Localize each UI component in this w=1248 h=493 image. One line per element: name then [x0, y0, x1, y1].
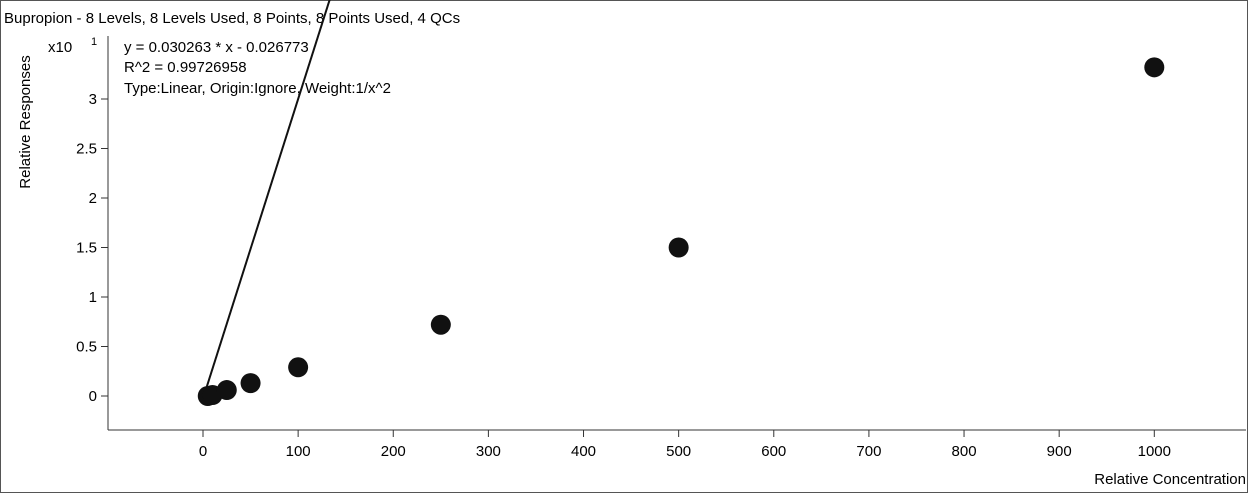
y-tick-label: 1.5: [76, 240, 97, 257]
x-tick-label: 700: [856, 443, 881, 460]
y-axis-label: Relative Responses: [17, 55, 34, 188]
y-multiplier: x10: [48, 39, 72, 56]
y-tick-label: 3: [89, 91, 97, 108]
calibration-point[interactable]: [288, 357, 309, 378]
fit-r-squared: R^2 = 0.99726958: [124, 59, 247, 76]
y-tick-label: 2.5: [76, 141, 97, 158]
x-tick-label: 200: [381, 443, 406, 460]
chart-title: Bupropion - 8 Levels, 8 Levels Used, 8 P…: [4, 10, 460, 27]
x-tick-label: 900: [1047, 443, 1072, 460]
x-tick-label: 1000: [1138, 443, 1171, 460]
calibration-point[interactable]: [240, 373, 261, 394]
fit-info: Type:Linear, Origin:Ignore, Weight:1/x^2: [124, 80, 391, 97]
fit-equation: y = 0.030263 * x - 0.026773: [124, 39, 309, 56]
y-exponent: 1: [91, 36, 97, 48]
x-tick-label: 400: [571, 443, 596, 460]
y-tick-label: 2: [89, 190, 97, 207]
regression-line: [202, 0, 331, 399]
x-tick-label: 800: [952, 443, 977, 460]
x-axis-label: Relative Concentration: [1094, 471, 1246, 488]
x-tick-label: 300: [476, 443, 501, 460]
y-tick-label: 0: [89, 388, 97, 405]
x-tick-label: 500: [666, 443, 691, 460]
x-tick-label: 100: [286, 443, 311, 460]
calibration-point[interactable]: [430, 314, 451, 335]
calibration-point[interactable]: [216, 380, 237, 401]
x-tick-label: 0: [199, 443, 207, 460]
calibration-point[interactable]: [668, 237, 689, 258]
x-tick-label: 600: [761, 443, 786, 460]
calibration-point[interactable]: [1144, 57, 1165, 78]
y-tick-label: 1: [89, 289, 97, 306]
y-tick-label: 0.5: [76, 339, 97, 356]
